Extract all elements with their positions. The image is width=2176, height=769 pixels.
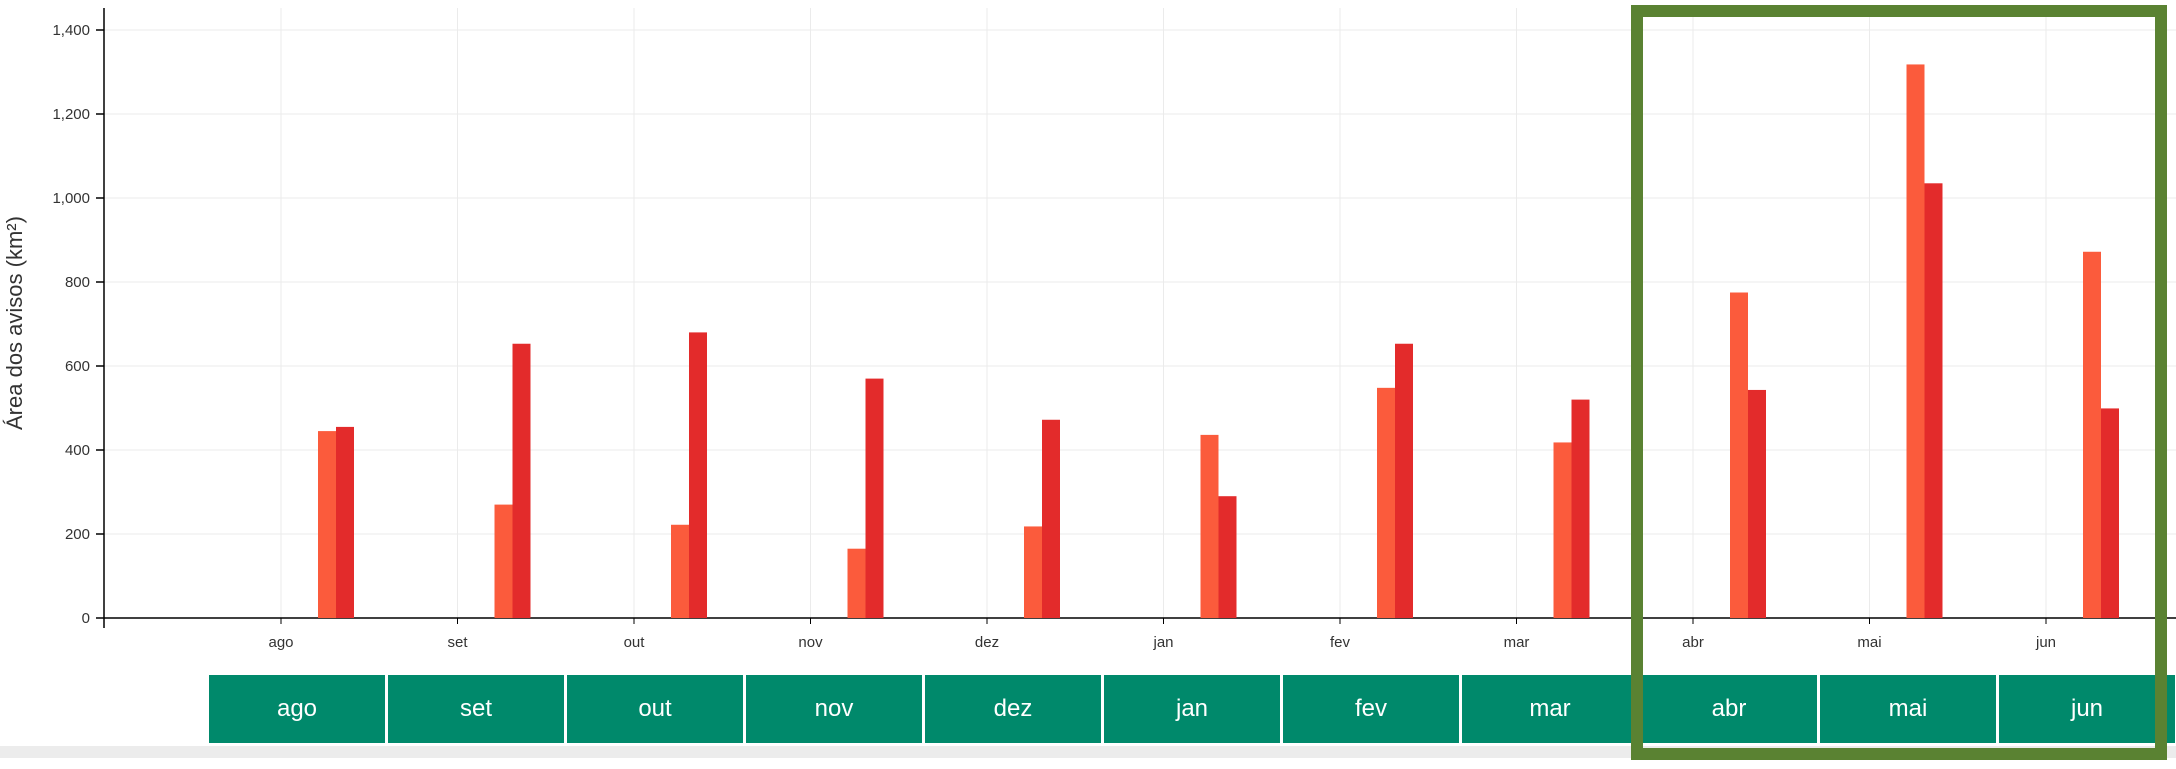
y-tick-label: 1,400 (52, 22, 90, 39)
x-tick-label: mai (1857, 634, 1881, 651)
y-tick-label: 800 (65, 274, 90, 291)
y-tick-label: 0 (82, 610, 90, 627)
month-button-abr[interactable]: abr (1641, 675, 1817, 743)
x-tick-label: out (624, 634, 646, 651)
month-button-set[interactable]: set (388, 675, 564, 743)
bar (1395, 343, 1413, 618)
bar (318, 431, 336, 618)
y-axis-title-text: Área dos avisos (km²) (2, 216, 27, 430)
bar (1553, 442, 1572, 618)
bar (512, 343, 531, 618)
x-tick-label: nov (798, 634, 823, 651)
month-button-mar[interactable]: mar (1462, 675, 1638, 743)
month-button-out[interactable]: out (567, 675, 743, 743)
month-button-fev[interactable]: fev (1283, 675, 1459, 743)
x-tick-label: ago (268, 634, 293, 651)
bar (1377, 387, 1395, 618)
bar (1748, 389, 1766, 618)
bar (847, 548, 866, 618)
month-button-ago[interactable]: ago (209, 675, 385, 743)
month-button-nov[interactable]: nov (746, 675, 922, 743)
bar (1200, 434, 1219, 618)
x-tick-label: jun (2035, 634, 2056, 651)
x-tick-label: jan (1152, 634, 1173, 651)
bar (689, 332, 707, 618)
bar (1906, 64, 1925, 618)
y-tick-label: 1,200 (52, 106, 90, 123)
bar (1924, 183, 1943, 619)
bar (494, 504, 513, 618)
bar (1218, 496, 1237, 618)
bar (865, 378, 884, 618)
horizontal-scrollbar[interactable] (0, 746, 2176, 758)
x-tick-label: fev (1330, 634, 1351, 651)
y-tick-label: 1,000 (52, 190, 90, 207)
bar (336, 426, 354, 618)
month-button-dez[interactable]: dez (925, 675, 1101, 743)
month-button-jun[interactable]: jun (1999, 675, 2175, 743)
x-tick-label: mar (1504, 634, 1530, 651)
x-tick-label: dez (975, 634, 999, 651)
bar-chart: 0 200 400 600 800 1,000 1,200 1,400 ago set out nov… (52, 8, 2176, 651)
bar (1571, 399, 1590, 618)
y-tick-label: 200 (65, 526, 90, 543)
bar (671, 524, 689, 618)
y-tick-label: 400 (65, 442, 90, 459)
bar (1730, 292, 1748, 618)
x-tick-label: abr (1682, 634, 1704, 651)
month-selector: ago set out nov dez jan fev mar abr mai … (209, 675, 2176, 743)
month-button-mai[interactable]: mai (1820, 675, 1996, 743)
y-tick-label: 600 (65, 358, 90, 375)
month-button-jan[interactable]: jan (1104, 675, 1280, 743)
bar (2083, 251, 2101, 618)
bar (1042, 419, 1060, 618)
bar (1024, 526, 1042, 618)
bar (2101, 408, 2119, 618)
x-tick-label: set (447, 634, 468, 651)
